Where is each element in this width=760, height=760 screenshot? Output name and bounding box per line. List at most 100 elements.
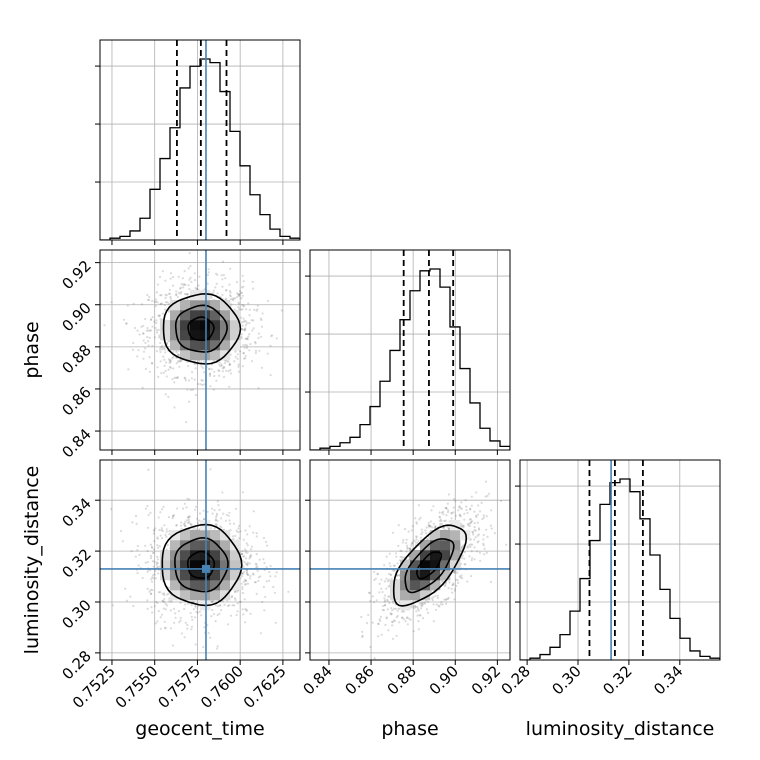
sample-point xyxy=(244,529,247,532)
sample-point xyxy=(232,537,235,541)
sample-point xyxy=(164,293,167,296)
sample-point xyxy=(236,357,239,360)
sample-point xyxy=(228,363,231,366)
sample-point xyxy=(177,354,180,357)
density-cell xyxy=(450,530,461,541)
sample-point xyxy=(450,512,453,515)
sample-point xyxy=(373,578,376,582)
density-cell xyxy=(180,300,191,311)
sample-point xyxy=(136,544,139,548)
sample-point xyxy=(154,577,157,580)
sample-point xyxy=(241,308,244,311)
sample-point xyxy=(150,592,153,595)
sample-point xyxy=(438,511,441,514)
sample-point xyxy=(227,514,230,517)
sample-point xyxy=(485,528,488,531)
sample-point xyxy=(402,539,405,542)
sample-point xyxy=(179,619,182,622)
sample-point xyxy=(187,516,190,519)
sample-point xyxy=(148,356,151,359)
sample-point xyxy=(260,366,263,369)
sample-point xyxy=(216,613,219,617)
sample-point xyxy=(211,609,214,612)
sample-point xyxy=(214,523,217,526)
sample-point xyxy=(221,367,225,370)
sample-point xyxy=(161,270,164,273)
sample-point xyxy=(250,319,253,322)
sample-point xyxy=(476,521,479,524)
sample-point xyxy=(400,610,404,613)
sample-point xyxy=(471,543,474,546)
sample-point xyxy=(163,358,166,361)
sample-point xyxy=(157,516,160,519)
density-cell xyxy=(170,540,181,551)
density-cell xyxy=(190,300,201,311)
sample-point xyxy=(161,508,164,511)
density-cell xyxy=(400,560,411,571)
sample-point xyxy=(182,507,185,510)
sample-point xyxy=(427,523,430,527)
sample-point xyxy=(235,507,238,510)
sample-point xyxy=(402,541,405,544)
sample-point xyxy=(438,605,441,608)
sample-point xyxy=(241,587,244,591)
sample-point xyxy=(154,326,157,330)
sample-point xyxy=(153,551,156,554)
sample-point xyxy=(234,598,237,602)
sample-point xyxy=(470,559,473,562)
density-cell xyxy=(210,310,221,321)
sample-point xyxy=(411,541,414,544)
sample-point xyxy=(172,356,175,359)
panel-phase-luminosity_distance: 0.84 0.86 0.88 0.90 0.92 xyxy=(299,459,511,698)
sample-point xyxy=(218,361,221,364)
sample-point xyxy=(447,509,450,512)
sample-point xyxy=(188,498,191,501)
sample-point xyxy=(425,608,429,611)
sample-point xyxy=(235,614,238,617)
sample-point xyxy=(486,535,489,539)
truth-marker xyxy=(201,564,210,573)
sample-point xyxy=(261,312,264,315)
sample-point xyxy=(468,555,471,558)
sample-point xyxy=(466,580,469,583)
sample-point xyxy=(246,573,249,576)
sample-point xyxy=(237,363,240,366)
sample-point xyxy=(244,621,247,624)
sample-point xyxy=(167,358,171,361)
sample-point xyxy=(243,357,246,360)
density-cell xyxy=(170,590,181,601)
sample-point xyxy=(175,293,178,296)
sample-point xyxy=(381,604,385,608)
sample-point xyxy=(185,506,188,509)
density-cell xyxy=(190,330,201,341)
sample-point xyxy=(397,607,400,610)
sample-point xyxy=(232,522,236,525)
xtick-label: 0.30 xyxy=(548,662,584,698)
sample-point xyxy=(183,283,186,286)
sample-point xyxy=(254,349,258,352)
sample-point xyxy=(194,367,197,370)
sample-point xyxy=(457,509,460,512)
sample-point xyxy=(146,570,149,574)
sample-point xyxy=(245,572,248,575)
density-cell xyxy=(210,550,221,561)
sample-point xyxy=(159,341,162,345)
sample-point xyxy=(415,521,418,524)
sample-point xyxy=(187,515,191,518)
sample-point xyxy=(222,366,225,369)
sample-point xyxy=(397,524,400,527)
sample-point xyxy=(389,612,392,615)
sample-point xyxy=(131,348,135,351)
sample-point xyxy=(420,602,423,605)
sample-point xyxy=(396,614,399,618)
sample-point xyxy=(394,552,397,555)
sample-point xyxy=(158,545,161,548)
sample-point xyxy=(183,636,186,639)
density-cell xyxy=(390,580,401,591)
sample-point xyxy=(469,521,472,524)
sample-point xyxy=(156,537,159,540)
sample-point xyxy=(373,570,376,574)
sample-point xyxy=(125,599,128,602)
sample-point xyxy=(150,318,153,321)
sample-point xyxy=(383,580,386,583)
